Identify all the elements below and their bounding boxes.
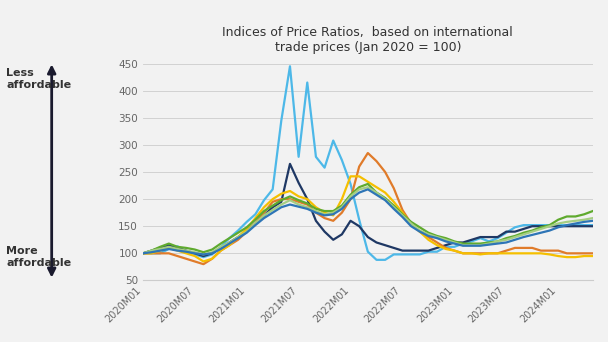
Text: More
affordable: More affordable: [6, 246, 71, 268]
Text: Less
affordable: Less affordable: [6, 68, 71, 90]
Title: Indices of Price Ratios,  based on international
trade prices (Jan 2020 = 100): Indices of Price Ratios, based on intern…: [223, 26, 513, 54]
